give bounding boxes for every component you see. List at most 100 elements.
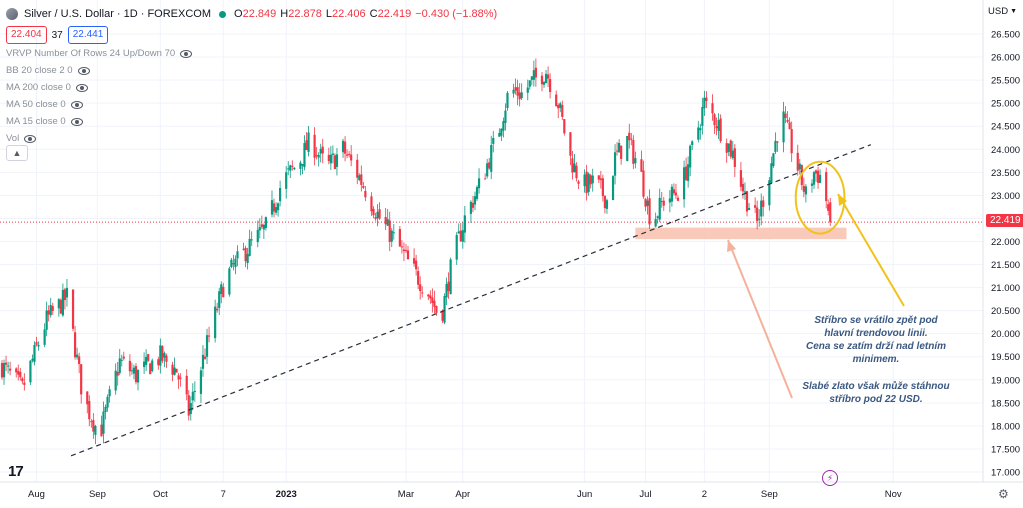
indicator-row[interactable]: Vol	[6, 130, 192, 147]
candle-body	[327, 154, 330, 161]
candle-body	[741, 184, 745, 192]
candle-body	[100, 424, 103, 437]
drawing-annotations	[727, 160, 905, 399]
annotation-line: minimem.	[852, 354, 900, 365]
indicator-row[interactable]: MA 15 close 0	[6, 113, 192, 130]
eye-icon[interactable]	[24, 134, 37, 143]
eye-icon[interactable]	[180, 49, 193, 58]
candle-body	[287, 168, 290, 170]
indicator-label: BB 20 close 2 0	[6, 65, 73, 76]
candle-body	[33, 345, 36, 362]
candle-body	[601, 178, 604, 197]
eye-icon[interactable]	[75, 83, 88, 92]
chevron-up-icon: ▲	[12, 148, 22, 158]
candle-body	[486, 163, 489, 177]
candle-body	[490, 145, 493, 172]
candle-body	[827, 204, 830, 211]
candle-body	[768, 180, 771, 206]
candle-body	[760, 200, 763, 217]
annotation-line: stříbro pod 22 USD.	[829, 394, 923, 405]
candle-body	[703, 97, 706, 109]
sell-price-button[interactable]: 22.404	[6, 26, 47, 44]
indicator-row[interactable]: BB 20 close 2 0	[6, 62, 192, 79]
time-tick-label: 7	[221, 489, 226, 500]
candle-body	[147, 354, 150, 361]
indicator-row[interactable]: MA 200 close 0	[6, 79, 192, 96]
candle-body	[400, 246, 404, 248]
candle-body	[114, 370, 117, 391]
tradingview-logo-icon[interactable]: 17	[8, 463, 24, 480]
gear-icon[interactable]: ⚙	[998, 487, 1009, 501]
candle-body	[475, 187, 479, 199]
candle-body	[303, 143, 306, 168]
candle-body	[818, 174, 822, 184]
annotation-gold[interactable]: Slabé zlato však může stáhnou stříbro po…	[786, 380, 966, 406]
eye-icon[interactable]	[70, 117, 83, 126]
candle-body	[232, 263, 235, 265]
candle-body	[333, 155, 337, 170]
candle-body	[384, 216, 387, 225]
collapse-legend-button[interactable]: ▲	[6, 145, 28, 161]
candle-body	[31, 358, 34, 361]
candle-body	[672, 189, 676, 194]
candle-body	[329, 154, 332, 164]
candle-body	[143, 361, 146, 368]
candle-body	[782, 111, 785, 143]
symbol-header[interactable]: Silver / U.S. Dollar · 1D · FOREXCOM O22…	[6, 6, 497, 22]
candle-body	[419, 284, 422, 292]
candle-body	[542, 81, 546, 85]
price-tick-label: 17.000	[991, 468, 1020, 479]
gold-arrow-line	[837, 193, 905, 307]
candle-body	[758, 218, 761, 220]
candle-body	[264, 217, 267, 228]
candle-body	[151, 360, 154, 372]
candle-body	[571, 158, 574, 173]
candle-body	[632, 139, 635, 164]
candle-body	[165, 355, 168, 362]
price-tick-label: 26.000	[991, 53, 1020, 64]
candle-body	[790, 129, 793, 154]
candle-body	[587, 173, 590, 192]
eye-icon[interactable]	[77, 66, 90, 75]
candle-body	[331, 153, 334, 155]
annotation-line: Stříbro se vrátilo zpět pod	[814, 315, 938, 326]
candle-body	[293, 167, 296, 170]
candle-body	[90, 421, 93, 423]
time-tick-label: Nov	[885, 489, 902, 500]
candle-body	[175, 368, 178, 373]
candle-body	[445, 283, 448, 298]
eye-icon[interactable]	[70, 100, 83, 109]
candle-body	[92, 420, 95, 432]
candle-body	[189, 403, 192, 415]
candle-body	[804, 186, 807, 195]
candle-body	[674, 192, 678, 196]
candle-body	[412, 258, 416, 264]
candle-body	[45, 310, 48, 330]
indicator-row[interactable]: VRVP Number Of Rows 24 Up/Down 70	[6, 45, 193, 62]
candle-body	[477, 178, 481, 189]
candle-body	[122, 356, 125, 359]
candle-body	[644, 198, 647, 207]
candle-body	[350, 154, 353, 161]
candle-body	[270, 200, 274, 215]
annotation-line: hlavní trendovou linii.	[824, 328, 928, 339]
silver-symbol-icon	[6, 8, 18, 20]
buy-price-button[interactable]: 22.441	[67, 26, 109, 44]
candle-body	[274, 207, 278, 213]
indicator-row[interactable]: MA 50 close 0	[6, 96, 192, 113]
ohlc-close-value: 22.419	[377, 8, 412, 20]
candle-body	[640, 159, 643, 172]
candle-body	[343, 141, 347, 154]
lightning-icon[interactable]: ⚡	[822, 470, 838, 486]
candle-body	[43, 329, 46, 345]
candle-body	[21, 378, 24, 382]
annotation-silver[interactable]: Stříbro se vrátilo zpět pod hlavní trend…	[796, 314, 956, 366]
candle-body	[321, 146, 324, 154]
currency-selector[interactable]: USD ▼	[988, 6, 1017, 17]
symbol-title[interactable]: Silver / U.S. Dollar · 1D · FOREXCOM	[24, 8, 212, 20]
candle-body	[220, 284, 223, 294]
candle-body	[388, 220, 391, 242]
candle-body	[427, 294, 430, 297]
candlestick-series	[0, 58, 832, 445]
